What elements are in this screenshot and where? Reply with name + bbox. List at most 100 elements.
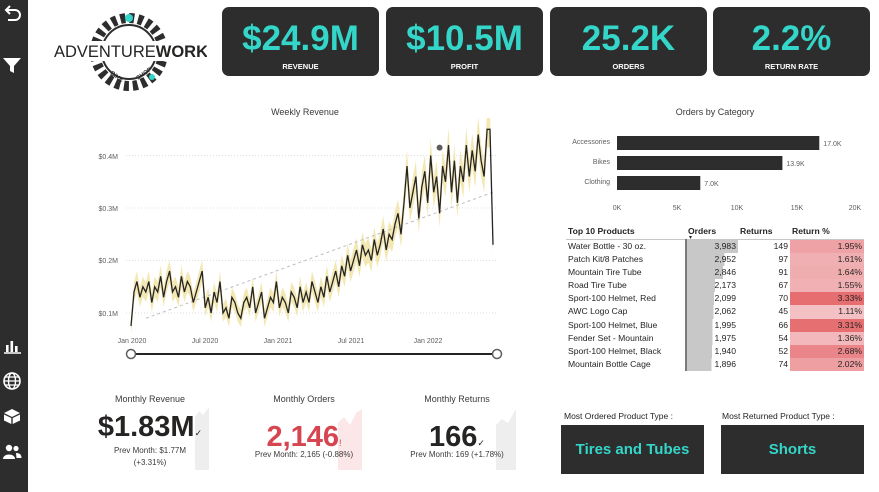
nav-sidebar (0, 0, 28, 492)
table-row[interactable]: Mountain Bottle Cage 1,896 74 2.02% (566, 357, 864, 371)
y-tick-label: $0.3M (99, 206, 119, 213)
returns-cell: 91 (778, 267, 788, 278)
orders-cell: 2,846 (685, 266, 738, 280)
orders-by-category-title: Orders by Category (675, 107, 755, 117)
orders-cell: 2,952 (685, 253, 738, 267)
product-cell: Sport-100 Helmet, Blue (568, 319, 658, 330)
top-10-products-table: Top 10 Products Orders ▾ Returns Return %… (566, 225, 864, 371)
revenue-sparkline (195, 407, 209, 470)
returns-cell: 97 (778, 254, 788, 265)
filter-icon[interactable] (1, 54, 23, 76)
adventureworks-logo: ADVENTUREWORKS BIKE SHOP (52, 13, 207, 91)
users-icon[interactable] (1, 441, 23, 463)
col-header-return-pct[interactable]: Return % (790, 225, 864, 240)
weekly-revenue-title: Weekly Revenue (271, 107, 339, 117)
kpi-value: $24.9M (242, 19, 359, 58)
return-pct-cell: 2.68% (790, 344, 864, 358)
bar-data-label: 7.0K (704, 181, 719, 188)
product-cell: Fender Set - Mountain (568, 332, 654, 343)
col-header-orders[interactable]: Orders ▾ (686, 225, 738, 241)
return-pct-cell: 1.36% (790, 331, 864, 345)
returns-cell: 54 (778, 332, 788, 343)
most-returned-label: Most Returned Product Type : (722, 411, 835, 421)
orders-cell: 1,995 (685, 318, 738, 332)
kpi-value: $10.5M (406, 19, 523, 58)
globe-icon[interactable] (1, 370, 23, 392)
product-cell: Mountain Bottle Cage (568, 358, 651, 369)
col-header-returns[interactable]: Returns (738, 225, 790, 240)
return-pct-cell: 1.55% (790, 279, 864, 293)
kpi-orders-card: 25.2K ORDERS (550, 7, 707, 76)
brand-name-light: ADVENTURE (54, 43, 156, 61)
category-label: Accessories (572, 139, 610, 146)
monthly-returns-title: Monthly Returns (424, 394, 490, 404)
returns-cell: 45 (778, 306, 788, 317)
table-row[interactable]: Road Tire Tube 2,173 67 1.55% (566, 279, 864, 293)
product-cell: Patch Kit/8 Patches (568, 254, 643, 265)
x-tick-label: 10K (731, 205, 744, 212)
bar-chart-icon[interactable] (1, 334, 23, 356)
col-header-product[interactable]: Top 10 Products (566, 225, 686, 240)
kpi-label: REVENUE (282, 62, 319, 71)
category-label: Clothing (584, 179, 610, 186)
product-cell: Sport-100 Helmet, Black (568, 345, 662, 356)
return-pct-cell: 1.95% (790, 239, 864, 254)
table-row[interactable]: Sport-100 Helmet, Blue 1,995 66 3.31% (566, 318, 864, 332)
x-tick-label: Jul 2020 (192, 338, 219, 345)
table-row[interactable]: Patch Kit/8 Patches 2,952 97 1.61% (566, 253, 864, 267)
boxes-icon[interactable] (1, 405, 23, 427)
return-pct-cell: 1.61% (790, 253, 864, 267)
monthly-revenue-prev: Prev Month: $1.77M (113, 446, 187, 455)
returns-cell: 66 (778, 319, 788, 330)
returns-cell: 52 (778, 345, 788, 356)
table-row[interactable]: Fender Set - Mountain 1,975 54 1.36% (566, 331, 864, 345)
kpi-value: 25.2K (581, 19, 676, 58)
monthly-returns-prev: Prev Month: 169 (+1.78%) (410, 450, 504, 459)
table-row[interactable]: AWC Logo Cap 2,062 45 1.11% (566, 305, 864, 319)
kpi-label: RETURN RATE (764, 62, 819, 71)
orders-sparkline (338, 409, 362, 470)
table-row[interactable]: Sport-100 Helmet, Black 1,940 52 2.68% (566, 344, 864, 358)
revenue-confidence-band (131, 118, 493, 335)
kpi-value: 2.2% (751, 19, 832, 58)
category-label: Bikes (593, 159, 611, 166)
category-bar[interactable] (617, 156, 783, 170)
x-tick-label: Jul 2021 (338, 338, 365, 345)
most-ordered-label: Most Ordered Product Type : (564, 411, 673, 421)
product-cell: Sport-100 Helmet, Red (568, 293, 656, 304)
bar-data-label: 13.9K (786, 161, 805, 168)
kpi-return-rate-card: 2.2% RETURN RATE (713, 7, 870, 76)
x-tick-label: Jan 2021 (264, 338, 293, 345)
bar-data-label: 17.0K (823, 141, 842, 148)
table-row[interactable]: Mountain Tire Tube 2,846 91 1.64% (566, 266, 864, 280)
orders-cell: 1,975 (685, 331, 738, 345)
kpi-label: PROFIT (450, 62, 479, 71)
orders-cell: 1,940 (685, 344, 738, 358)
revenue-highlight-point[interactable] (435, 143, 444, 152)
monthly-revenue-value: $1.83M✓ (97, 411, 203, 443)
date-slider-start-handle[interactable] (125, 348, 137, 360)
x-tick-label: 5K (673, 205, 682, 212)
kpi-profit-card: $10.5M PROFIT (386, 7, 543, 76)
table-row[interactable]: Water Bottle - 30 oz. 3,983 149 1.95% (566, 239, 864, 254)
svg-text:ADVENTUREWORKS: ADVENTUREWORKS (54, 43, 207, 61)
product-cell: Water Bottle - 30 oz. (568, 241, 647, 251)
kpi-revenue-card: $24.9M REVENUE (222, 7, 379, 76)
category-bar[interactable] (617, 176, 701, 190)
orders-cell: 2,062 (685, 305, 738, 319)
return-pct-cell: 1.11% (790, 305, 864, 319)
orders-cell: 2,173 (685, 279, 738, 293)
product-cell: Road Tire Tube (568, 280, 627, 291)
returns-cell: 74 (778, 358, 788, 369)
y-tick-label: $0.2M (99, 258, 119, 265)
returns-cell: 70 (778, 293, 788, 304)
back-icon[interactable] (1, 3, 23, 25)
weekly-revenue-chart[interactable]: $0.1M $0.2M $0.3M $0.4M Jan 2020 Jul 202… (88, 118, 520, 368)
date-slider-end-handle[interactable] (491, 348, 503, 360)
table-row[interactable]: Sport-100 Helmet, Red 2,099 70 3.33% (566, 292, 864, 306)
category-bar[interactable] (617, 136, 820, 150)
x-tick-label: Jan 2022 (414, 338, 443, 345)
orders-by-category-chart[interactable]: Accessories 17.0K Bikes 13.9K Clothing 7.0K 0… (560, 128, 870, 216)
monthly-orders-prev: Prev Month: 2,165 (-0.88%) (254, 450, 354, 459)
monthly-revenue-change: (+3.31%) (133, 458, 167, 467)
